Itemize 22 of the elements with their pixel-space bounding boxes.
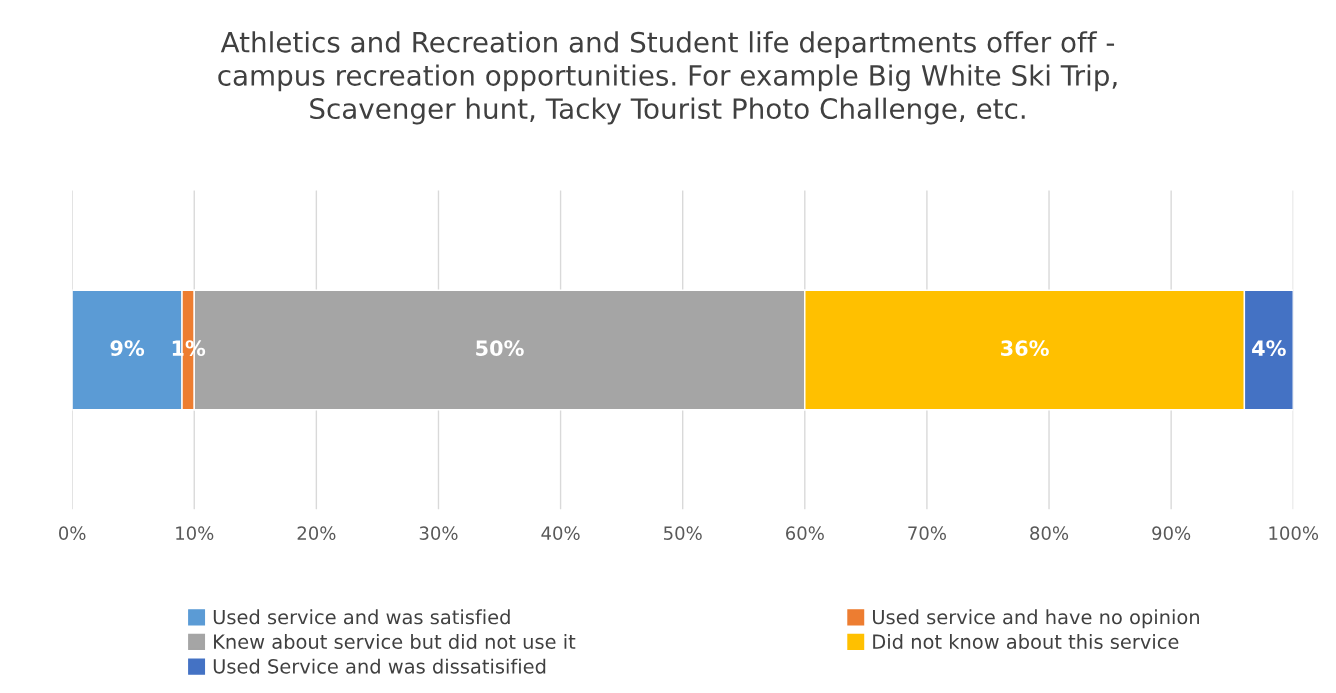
- x-tick-label: 10%: [176, 526, 214, 540]
- legend-label: Used service and have no opinion: [873, 609, 1199, 629]
- x-tick-label: 70%: [908, 526, 946, 540]
- chart-title: Athletics and Recreation and Student life departments offer off - campus recreation opportunities. For example Big White Ski Trip, Scavenger hunt, Tacky Tourist Photo Challenge, etc.: [218, 31, 1117, 125]
- x-tick-label: 40%: [541, 526, 580, 540]
- x-tick-label: 30%: [419, 526, 458, 540]
- x-tick-label: 100%: [1269, 526, 1319, 540]
- x-tick-label: 90%: [1152, 526, 1191, 540]
- x-tick-label: 20%: [297, 526, 336, 540]
- x-tick-label: 0%: [59, 526, 86, 540]
- data-label: 4%: [1252, 340, 1286, 357]
- legend-label: Used Service and was dissatisified: [213, 658, 546, 674]
- legend-label: Knew about service but did not use it: [214, 633, 576, 650]
- x-tick-label: 80%: [1030, 526, 1069, 540]
- legend-label: Used service and was satisfied: [213, 609, 510, 625]
- x-tick-label: 60%: [786, 526, 824, 540]
- data-label: 9%: [110, 340, 145, 357]
- data-label: 36%: [1001, 340, 1049, 357]
- data-label: 1%: [172, 340, 206, 357]
- x-tick-label: 50%: [664, 526, 702, 540]
- legend-label: Did not know about this service: [873, 633, 1179, 650]
- data-label: 50%: [476, 340, 524, 357]
